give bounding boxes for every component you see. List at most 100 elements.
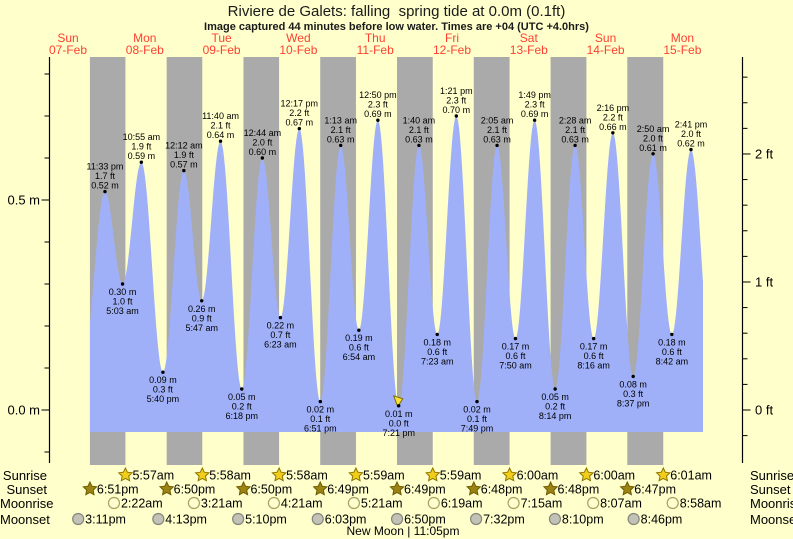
sunrise-star-icon xyxy=(501,466,518,482)
low-tide-time-label: 7:23 am xyxy=(421,356,454,366)
low-tide-m-label: 0.17 m xyxy=(502,342,530,352)
low-tide-time-label: 7:49 pm xyxy=(461,424,494,434)
sunrise-star-icon xyxy=(425,466,441,482)
high-tide-ft-label: 2.1 ft xyxy=(211,121,232,131)
sunrise-time: 6:01am xyxy=(670,469,712,483)
sunset-star-icon xyxy=(619,480,636,496)
low-tide-m-label: 0.17 m xyxy=(580,342,608,352)
high-tide-dot xyxy=(611,131,615,135)
low-tide-m-label: 0.08 m xyxy=(619,379,647,389)
moonrise-disc-icon xyxy=(427,496,440,510)
sunset-star-icon xyxy=(82,480,98,496)
high-tide-dot xyxy=(260,156,265,160)
sunset-star-icon xyxy=(389,480,405,496)
sunset-time: 6:49pm xyxy=(327,483,369,497)
high-tide-m-label: 0.66 m xyxy=(599,122,627,132)
low-tide-dot xyxy=(631,374,635,379)
low-tide-ft-label: 0.6 ft xyxy=(662,347,683,357)
low-tide-dot xyxy=(591,336,596,341)
low-tide-ft-label: 0.6 ft xyxy=(584,351,605,361)
day-label-weekday: Sun xyxy=(57,31,78,45)
high-tide-m-label: 0.63 m xyxy=(327,134,355,144)
sunrise-star-icon xyxy=(117,466,134,482)
day-label-date: 12-Feb xyxy=(433,43,471,57)
moonrise-disc-icon xyxy=(267,496,281,510)
moonset-disc-icon xyxy=(390,512,404,526)
sunrise-star-icon xyxy=(194,466,211,482)
moonrise-disc-icon xyxy=(347,496,361,510)
sunrise-time: 6:00am xyxy=(517,469,559,483)
low-tide-m-label: 0.30 m xyxy=(109,287,137,297)
moonset-disc-icon xyxy=(311,512,324,526)
low-tide-dot xyxy=(161,370,165,374)
moonrise-time: 5:21am xyxy=(361,497,403,511)
high-tide-ft-label: 2.2 ft xyxy=(603,112,624,122)
moonset-time: 5:10pm xyxy=(245,513,287,527)
low-tide-ft-label: 0.3 ft xyxy=(623,389,644,399)
high-tide-ft-label: 2.0 ft xyxy=(252,138,273,148)
high-tide-m-label: 0.63 m xyxy=(405,134,433,144)
low-tide-time-label: 7:50 am xyxy=(499,361,532,371)
moonset-row-label-right: Moonset xyxy=(750,512,793,527)
moonrise-disc-icon xyxy=(587,496,600,510)
high-tide-dot xyxy=(532,118,537,122)
sunrise-star-icon xyxy=(655,466,671,482)
high-tide-dot xyxy=(376,118,380,122)
low-tide-dot xyxy=(670,332,674,337)
moonset-disc-icon xyxy=(232,512,245,526)
low-tide-m-label: 0.05 m xyxy=(228,392,256,402)
high-tide-time-label: 12:17 pm xyxy=(281,99,319,109)
moonrise-disc-icon xyxy=(507,496,520,510)
day-label-date: 10-Feb xyxy=(279,43,317,57)
sunrise-star-icon xyxy=(348,466,364,482)
day-label-date: 15-Feb xyxy=(663,43,701,57)
right-axis-label: 2 ft xyxy=(755,146,773,161)
high-tide-time-label: 12:50 pm xyxy=(359,90,397,100)
low-tide-dot xyxy=(513,336,518,341)
sunset-star-icon xyxy=(235,480,252,496)
sunrise-time: 5:58am xyxy=(209,469,251,483)
high-tide-ft-label: 1.7 ft xyxy=(95,171,116,181)
low-tide-time-label: 5:47 am xyxy=(185,323,218,333)
high-tide-m-label: 0.59 m xyxy=(128,151,156,161)
high-tide-dot xyxy=(139,160,144,164)
day-label-weekday: Mon xyxy=(671,31,694,45)
moonrise-time: 2:22am xyxy=(121,497,163,511)
high-tide-dot xyxy=(454,114,459,118)
moonrise-row-label-right: Moonrise xyxy=(750,496,793,511)
moonrise-disc-icon xyxy=(187,496,201,510)
sunset-time: 6:50pm xyxy=(250,483,292,497)
moonrise-time: 8:07am xyxy=(600,497,642,511)
moonset-time: 6:03pm xyxy=(325,513,367,527)
high-tide-dot xyxy=(651,152,655,156)
high-tide-dot xyxy=(338,143,343,148)
high-tide-m-label: 0.69 m xyxy=(521,109,549,119)
moonset-time: 7:32pm xyxy=(483,513,525,527)
day-label-weekday: Tue xyxy=(211,31,232,45)
moonset-time: 8:10pm xyxy=(562,513,604,527)
sunset-star-icon xyxy=(312,480,329,496)
high-tide-dot xyxy=(103,189,107,194)
high-tide-time-label: 12:44 am xyxy=(244,128,282,138)
high-tide-time-label: 2:28 am xyxy=(559,115,592,125)
low-tide-m-label: 0.19 m xyxy=(345,333,373,343)
sunset-time: 6:48pm xyxy=(558,483,600,497)
low-tide-ft-label: 0.3 ft xyxy=(153,385,174,395)
high-tide-dot xyxy=(495,143,499,148)
high-tide-m-label: 0.64 m xyxy=(207,130,235,140)
day-label-date: 07-Feb xyxy=(49,43,87,57)
high-tide-dot xyxy=(218,139,223,143)
day-label-weekday: Sun xyxy=(595,31,616,45)
left-axis-label: 0.0 m xyxy=(7,403,40,418)
low-tide-dot xyxy=(278,315,283,320)
day-label-weekday: Wed xyxy=(286,31,310,45)
high-tide-m-label: 0.62 m xyxy=(677,139,705,149)
moonrise-row-label-left: Moonrise xyxy=(0,496,54,511)
sunrise-time: 5:59am xyxy=(363,469,405,483)
sunrise-row-label-left: Sunrise xyxy=(2,468,47,483)
moonrise-time: 3:21am xyxy=(201,497,243,511)
high-tide-m-label: 0.70 m xyxy=(443,105,471,115)
day-label-weekday: Sat xyxy=(520,31,539,45)
low-tide-dot xyxy=(475,399,479,404)
